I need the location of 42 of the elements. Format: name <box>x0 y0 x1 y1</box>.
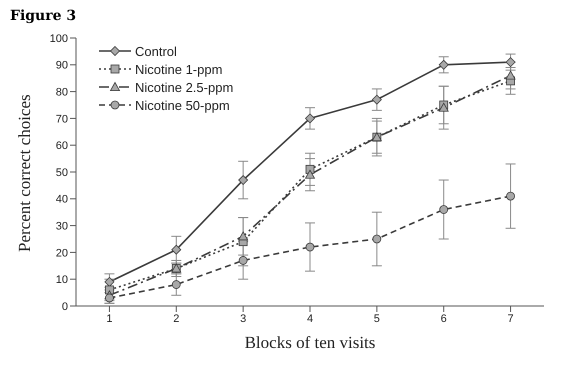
point <box>238 231 248 240</box>
point <box>238 175 248 185</box>
legend-label: Nicotine 50-ppm <box>135 98 230 112</box>
point <box>372 234 382 244</box>
y-tick-label: 10 <box>56 274 68 286</box>
x-axis-title: Blocks of ten visits <box>244 333 376 352</box>
y-tick-label: 50 <box>56 166 68 179</box>
x-tick-label: 5 <box>374 312 380 325</box>
y-tick-label: 20 <box>56 247 68 260</box>
point <box>104 276 114 287</box>
point <box>238 256 248 265</box>
y-axis-title: Percent correct choices <box>15 94 34 252</box>
x-tick-label: 4 <box>306 312 314 325</box>
point <box>306 242 314 252</box>
legend-label: Control <box>135 44 177 58</box>
x-tick-label: 1 <box>106 312 112 325</box>
point <box>438 60 449 70</box>
point <box>438 102 449 112</box>
legend-label: Nicotine 2.5-ppm <box>135 80 234 94</box>
point <box>506 57 516 68</box>
y-tick-label: 80 <box>56 86 68 99</box>
y-tick-label: 90 <box>56 60 68 72</box>
x-tick-label: 2 <box>173 312 180 325</box>
y-tick-label: 100 <box>50 32 68 45</box>
y-tick-label: 60 <box>56 140 68 152</box>
y-tick-label: 30 <box>56 220 68 233</box>
legend-label: Nicotine 1-ppm <box>135 62 222 76</box>
x-tick-label: 3 <box>240 312 246 325</box>
x-tick-label: 6 <box>440 312 447 325</box>
point <box>171 244 182 255</box>
point <box>372 94 382 105</box>
point <box>506 70 516 80</box>
x-tick-label: 7 <box>508 312 514 325</box>
point <box>439 205 448 214</box>
point <box>172 280 181 289</box>
point <box>305 114 315 124</box>
y-tick-label: 40 <box>56 194 68 206</box>
point <box>506 192 515 201</box>
y-tick-label: 70 <box>56 113 68 126</box>
y-tick-label: 0 <box>62 300 68 313</box>
chart-title: Figure 3 <box>10 8 78 26</box>
point <box>305 170 315 179</box>
